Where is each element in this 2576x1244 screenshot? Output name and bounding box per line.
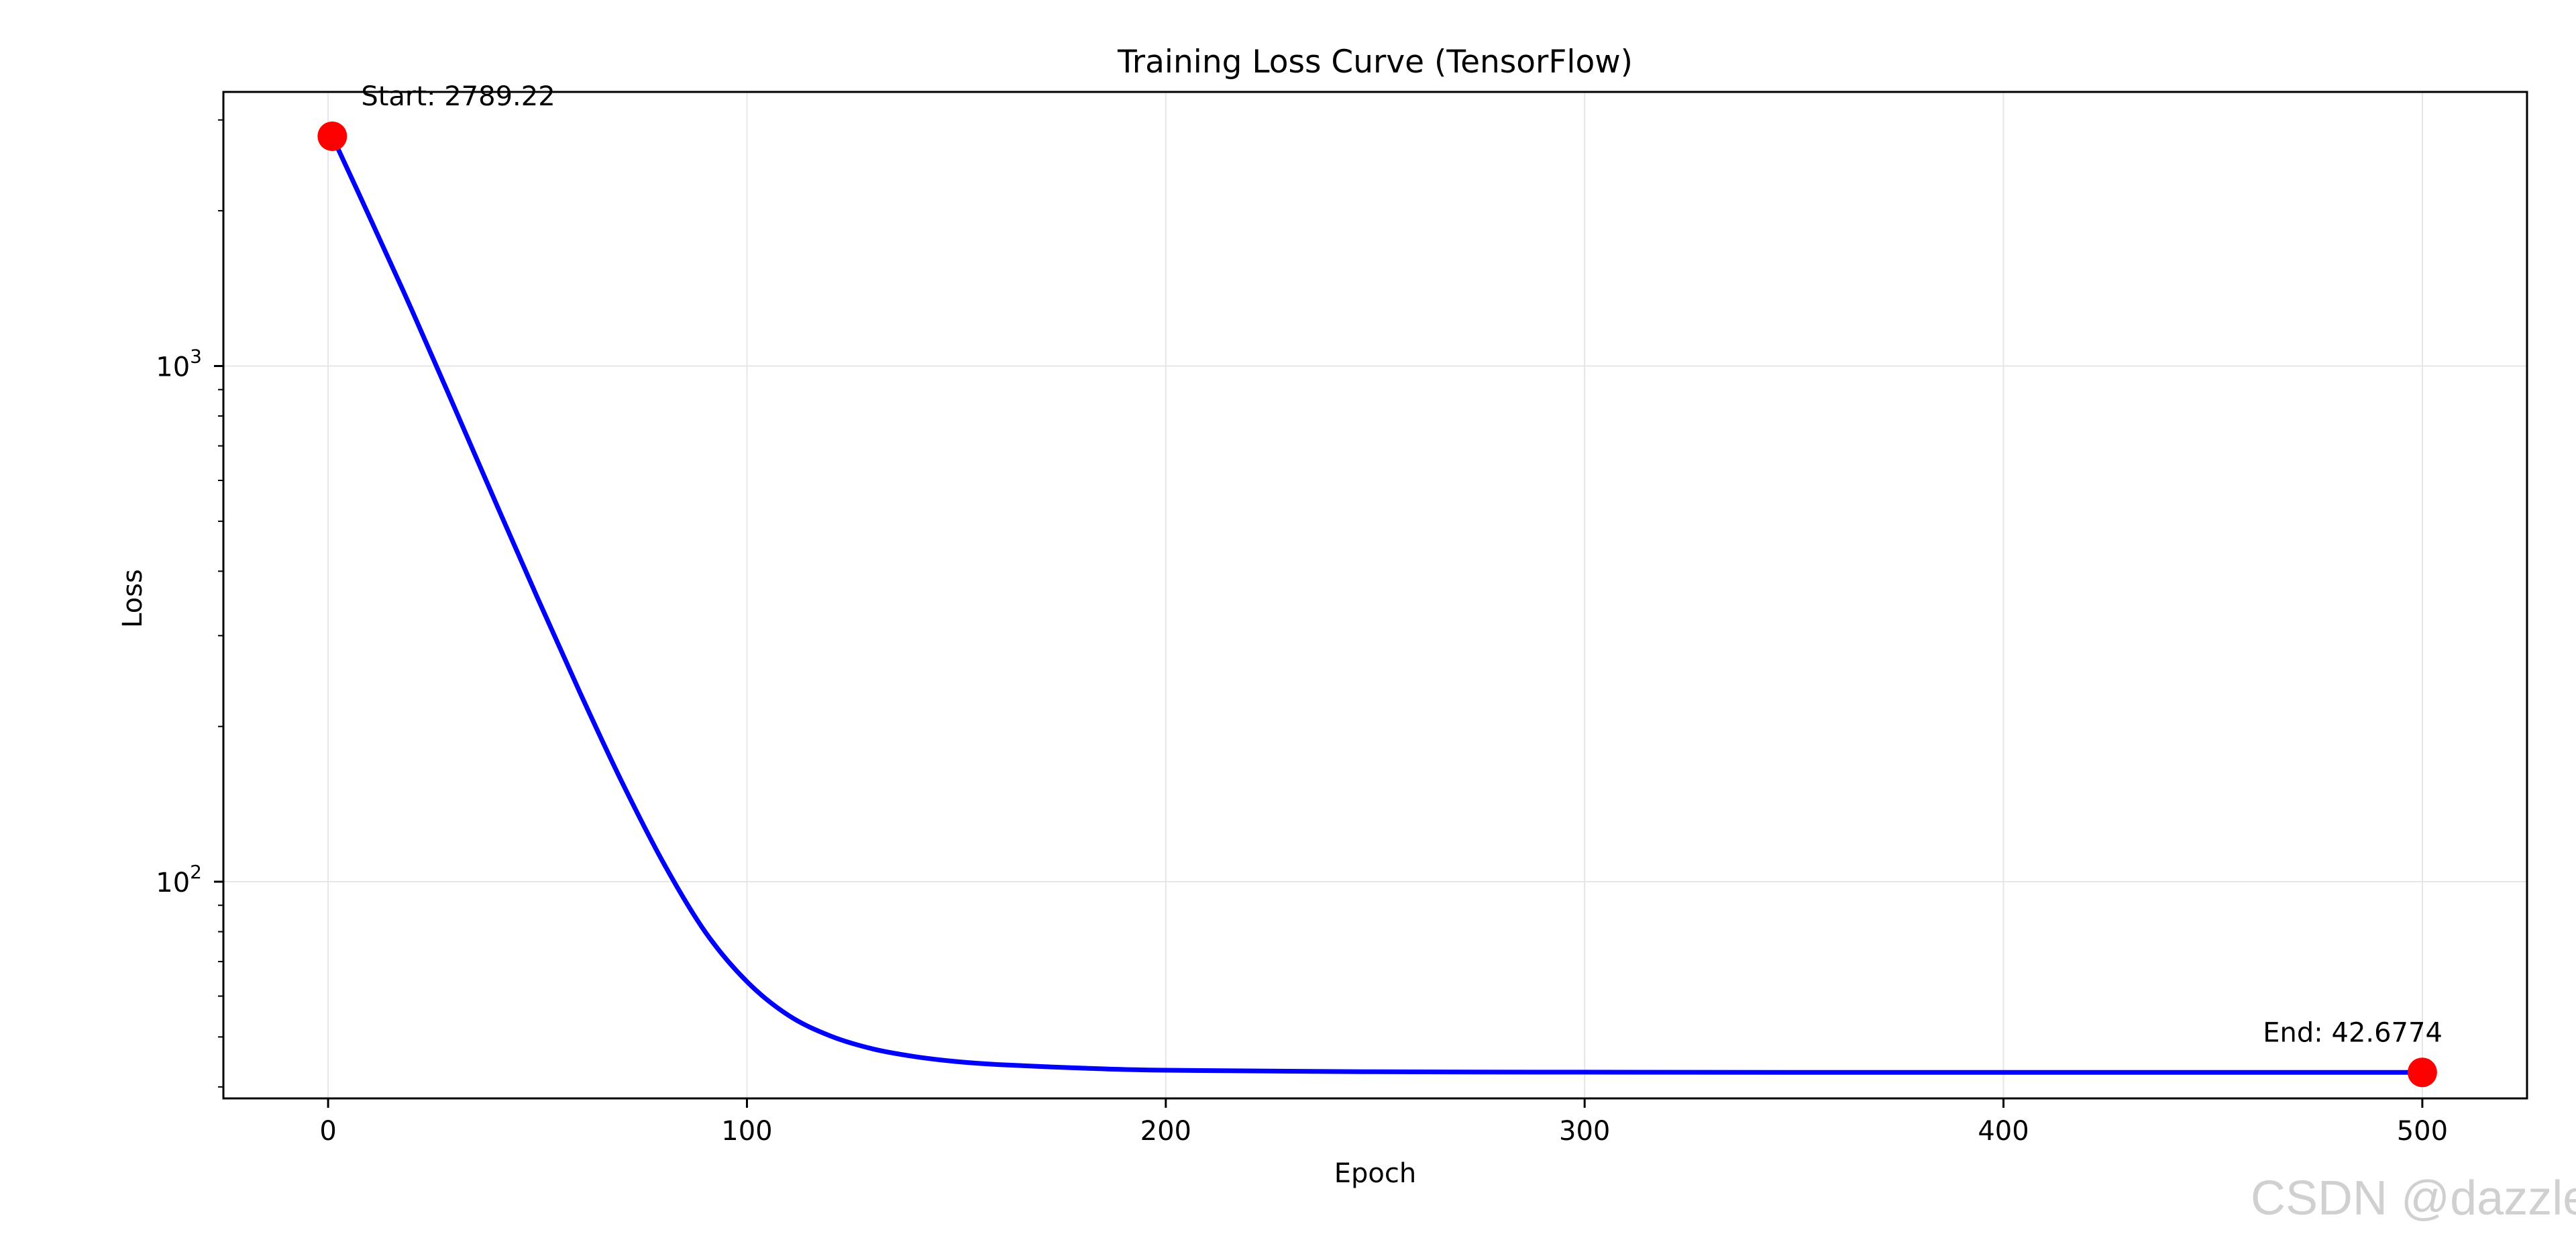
grid — [223, 92, 2527, 1098]
x-tick-label: 500 — [2397, 1116, 2448, 1147]
loss-line — [329, 134, 2425, 1075]
x-tick-label: 200 — [1140, 1116, 1191, 1147]
watermark: CSDN @dazzle — [2251, 1172, 2576, 1225]
x-axis-label: Epoch — [1334, 1158, 1416, 1189]
plot-frame — [222, 91, 2528, 1100]
start-point-marker — [317, 121, 347, 152]
end-point-marker — [2407, 1057, 2437, 1088]
x-tick-label: 0 — [319, 1116, 336, 1147]
chart-title: Training Loss Curve (TensorFlow) — [1117, 44, 1633, 81]
y-tick-label: 103 — [156, 345, 202, 382]
x-tick-label: 400 — [1978, 1116, 2029, 1147]
series-layer — [329, 134, 2425, 1075]
end-annotation: End: 42.6774 — [2263, 1017, 2443, 1048]
x-tick-label: 300 — [1559, 1116, 1610, 1147]
x-axis: 0 100 200 300 400 500 — [319, 1098, 2448, 1147]
start-annotation: Start: 2789.22 — [361, 81, 555, 112]
x-tick-label: 100 — [721, 1116, 772, 1147]
marker-layer: Start: 2789.22 End: 42.6774 — [317, 81, 2443, 1088]
y-axis-label: Loss — [117, 569, 148, 628]
